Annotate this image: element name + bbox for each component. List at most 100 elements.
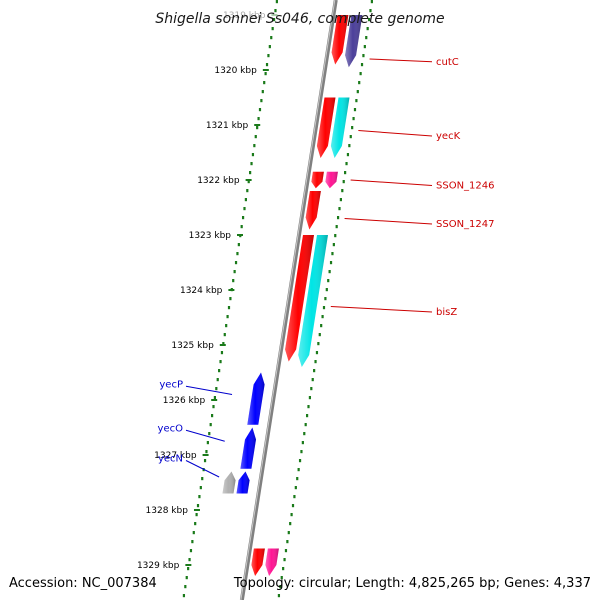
ruler-dot-right (286, 540, 289, 544)
ruler-dot-left (237, 243, 240, 247)
ruler-dot-left (198, 495, 201, 499)
ruler-dot-right (318, 333, 321, 337)
ruler-dot-right (356, 90, 359, 94)
ruler-dot-right (321, 315, 324, 319)
gene-label[interactable]: yecN (158, 454, 183, 465)
ruler-dot-left (267, 54, 270, 58)
ruler-dot-left (229, 297, 232, 301)
gene-arrow-shading (311, 171, 324, 189)
ruler-dot-right (370, 0, 373, 4)
label-leader (185, 460, 220, 478)
ruler-dot-right (346, 153, 350, 157)
ruler-dot-right (353, 108, 357, 112)
ruler-dot-left (213, 396, 217, 400)
ruler-dot-left (234, 261, 238, 265)
tick-label: 1320 kbp (214, 66, 257, 76)
label-leader (185, 429, 225, 442)
tick-label: 1319 kbp (223, 11, 266, 21)
gene-arrow-shading (240, 427, 256, 469)
ruler-dot-left (274, 9, 277, 13)
gene-labels: cutC yecK SSON_1246 SSON_1247 bisZ yecP yecO ye… (158, 57, 495, 478)
ruler-dot-left (187, 567, 190, 571)
ruler-dot-right (334, 234, 337, 238)
ruler-dot-right (344, 171, 347, 175)
ruler-dot-right (313, 369, 316, 373)
ruler-dot-left (271, 27, 274, 31)
ruler-dot-left (192, 531, 195, 535)
gene-label[interactable]: yecK (436, 131, 461, 142)
ruler-dot-right (283, 558, 286, 562)
map-title: Shigella sonnei Ss046, complete genome (155, 11, 444, 27)
ruler-dot-left (244, 198, 247, 202)
ruler-dot-right (335, 225, 338, 229)
ruler-dot-right (338, 207, 341, 211)
tick-label: 1321 kbp (206, 121, 249, 131)
gene-label[interactable]: yecO (158, 423, 184, 434)
gene-label[interactable]: cutC (436, 57, 459, 68)
ruler-dot-right (296, 477, 299, 481)
gene-label[interactable]: SSON_1247 (436, 219, 495, 230)
ruler-dot-left (260, 99, 263, 103)
gene-arrow-shading (331, 15, 349, 65)
ruler-dot-right (289, 522, 292, 526)
ruler-dot-left (215, 387, 218, 391)
ruler-dot-right (327, 279, 330, 283)
ruler-dot-right (279, 585, 282, 589)
gene-arrow-shading (251, 548, 265, 576)
ruler-dot-right (342, 180, 345, 184)
feature-track (222, 15, 363, 576)
ruler-dot-right (352, 117, 355, 121)
ruler-dot-right (293, 495, 296, 499)
tick-label: 1323 kbp (189, 231, 232, 241)
ruler-dot-left (250, 162, 253, 166)
ruler-dot-left (220, 351, 224, 355)
ruler-dot-right (322, 306, 326, 310)
ruler-dot-right (336, 216, 340, 220)
ruler-dot-left (212, 405, 215, 409)
gene-arrow-shading (325, 171, 338, 189)
ruler-dot-right (320, 324, 323, 328)
ruler-dot-right (325, 288, 328, 292)
ruler-dot-right (280, 576, 283, 580)
ruler-dot-right (341, 189, 344, 193)
gene-label[interactable]: yecP (159, 379, 183, 390)
tick-label: 1328 kbp (146, 506, 189, 516)
ruler-dot-left (210, 414, 214, 418)
ruler-dot-right (367, 18, 371, 22)
gene-arrow-shading (265, 548, 279, 576)
label-leader (344, 218, 433, 225)
ruler-dot-left (191, 540, 194, 544)
gene-label[interactable]: bisZ (436, 307, 457, 318)
ruler-dot-right (328, 270, 331, 274)
ruler-dot-left (270, 36, 273, 40)
ruler-dot-left (184, 585, 187, 589)
label-leader (369, 58, 433, 63)
ruler-dot-left (219, 360, 222, 364)
ruler-dot-right (331, 252, 334, 256)
ruler-dot-left (209, 423, 212, 427)
ruler-dot-right (291, 504, 295, 508)
ruler-dot-left (243, 207, 246, 211)
ruler-dot-right (294, 486, 297, 490)
tick-label: 1329 kbp (137, 561, 180, 571)
ruler-dot-right (277, 594, 281, 598)
gene-arrow-shading (330, 97, 350, 158)
ruler-dot-left (223, 333, 226, 337)
ruler-dot-right (307, 405, 310, 409)
ruler-dot-left (208, 432, 211, 436)
ruler-dot-right (305, 414, 309, 418)
gene-arrow-shading (305, 191, 321, 230)
ruler-dot-right (310, 387, 313, 391)
ruler-dot-right (351, 126, 354, 130)
ruler-dot-left (205, 450, 208, 454)
ruler-dot-right (349, 135, 352, 139)
gene-arrow-shading (345, 15, 363, 68)
ruler-dot-right (369, 9, 372, 13)
ruler-dot-right (345, 162, 348, 166)
ruler-dot-right (303, 432, 306, 436)
ruler-dot-left (251, 153, 255, 157)
gene-label[interactable]: SSON_1246 (436, 181, 495, 192)
ruler-dot-left (265, 63, 269, 67)
ruler-dot-left (241, 216, 245, 220)
